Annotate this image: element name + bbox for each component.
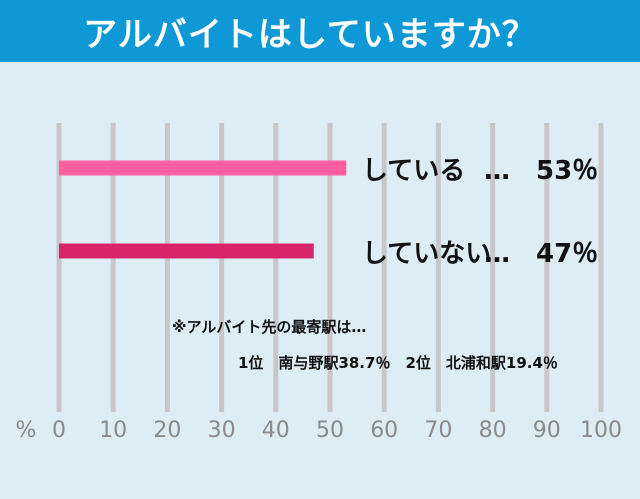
category-label-2: していない — [362, 239, 492, 269]
tick-label-10: 10 — [99, 418, 127, 443]
category-label-1: している — [362, 156, 466, 186]
note-station-ranking: 1位 南与野駅38.7％ 2位 北浦和駅19.4％ — [238, 354, 558, 372]
value-label-1: … 53％ — [484, 156, 599, 186]
bar-2 — [59, 243, 314, 259]
tick-label-0: 0 — [52, 418, 66, 443]
note-nearest-station-heading: ※アルバイト先の最寄駅は… — [172, 318, 367, 336]
tick-label-90: 90 — [533, 418, 561, 443]
tick-label-40: 40 — [262, 418, 290, 443]
tick-label-30: 30 — [208, 418, 236, 443]
tick-label-100: 100 — [580, 418, 622, 443]
tick-label-70: 70 — [424, 418, 452, 443]
tick-label-60: 60 — [370, 418, 398, 443]
bar-1 — [59, 160, 347, 176]
tick-labels: 0 10 20 30 40 50 60 70 80 90 100 — [52, 418, 622, 443]
tick-label-50: 50 — [316, 418, 344, 443]
value-label-2: … 47％ — [484, 239, 599, 269]
header-banner: アルバイトはしていますか？ — [0, 0, 640, 62]
tick-label-20: 20 — [153, 418, 181, 443]
bars — [59, 160, 347, 259]
x-axis-unit-label: % — [16, 418, 37, 443]
tick-label-80: 80 — [479, 418, 507, 443]
chart-title: アルバイトはしていますか？ — [83, 14, 537, 55]
